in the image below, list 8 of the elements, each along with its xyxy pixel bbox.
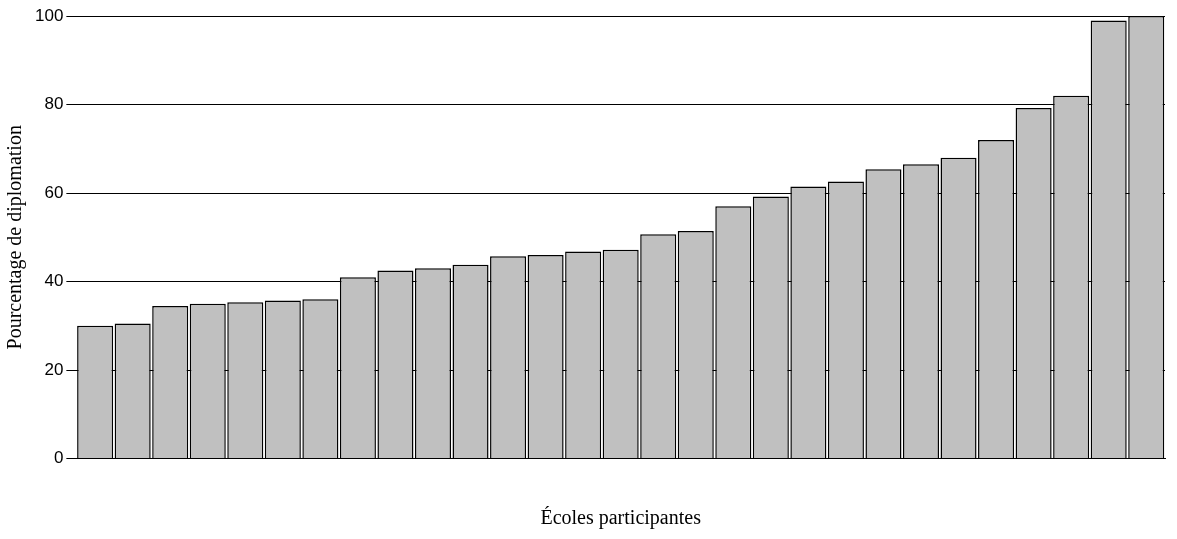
y-tick-label: 40: [44, 271, 64, 291]
x-axis-title: Écoles participantes: [540, 506, 702, 530]
y-tick-label: 60: [44, 182, 64, 202]
y-tick-label: 80: [44, 94, 64, 114]
y-tick-label: 0: [53, 448, 64, 468]
y-tick-label: 100: [34, 5, 64, 25]
y-axis-title: Pourcentage de diplomation: [3, 125, 27, 350]
y-tick-label: 20: [44, 359, 64, 379]
